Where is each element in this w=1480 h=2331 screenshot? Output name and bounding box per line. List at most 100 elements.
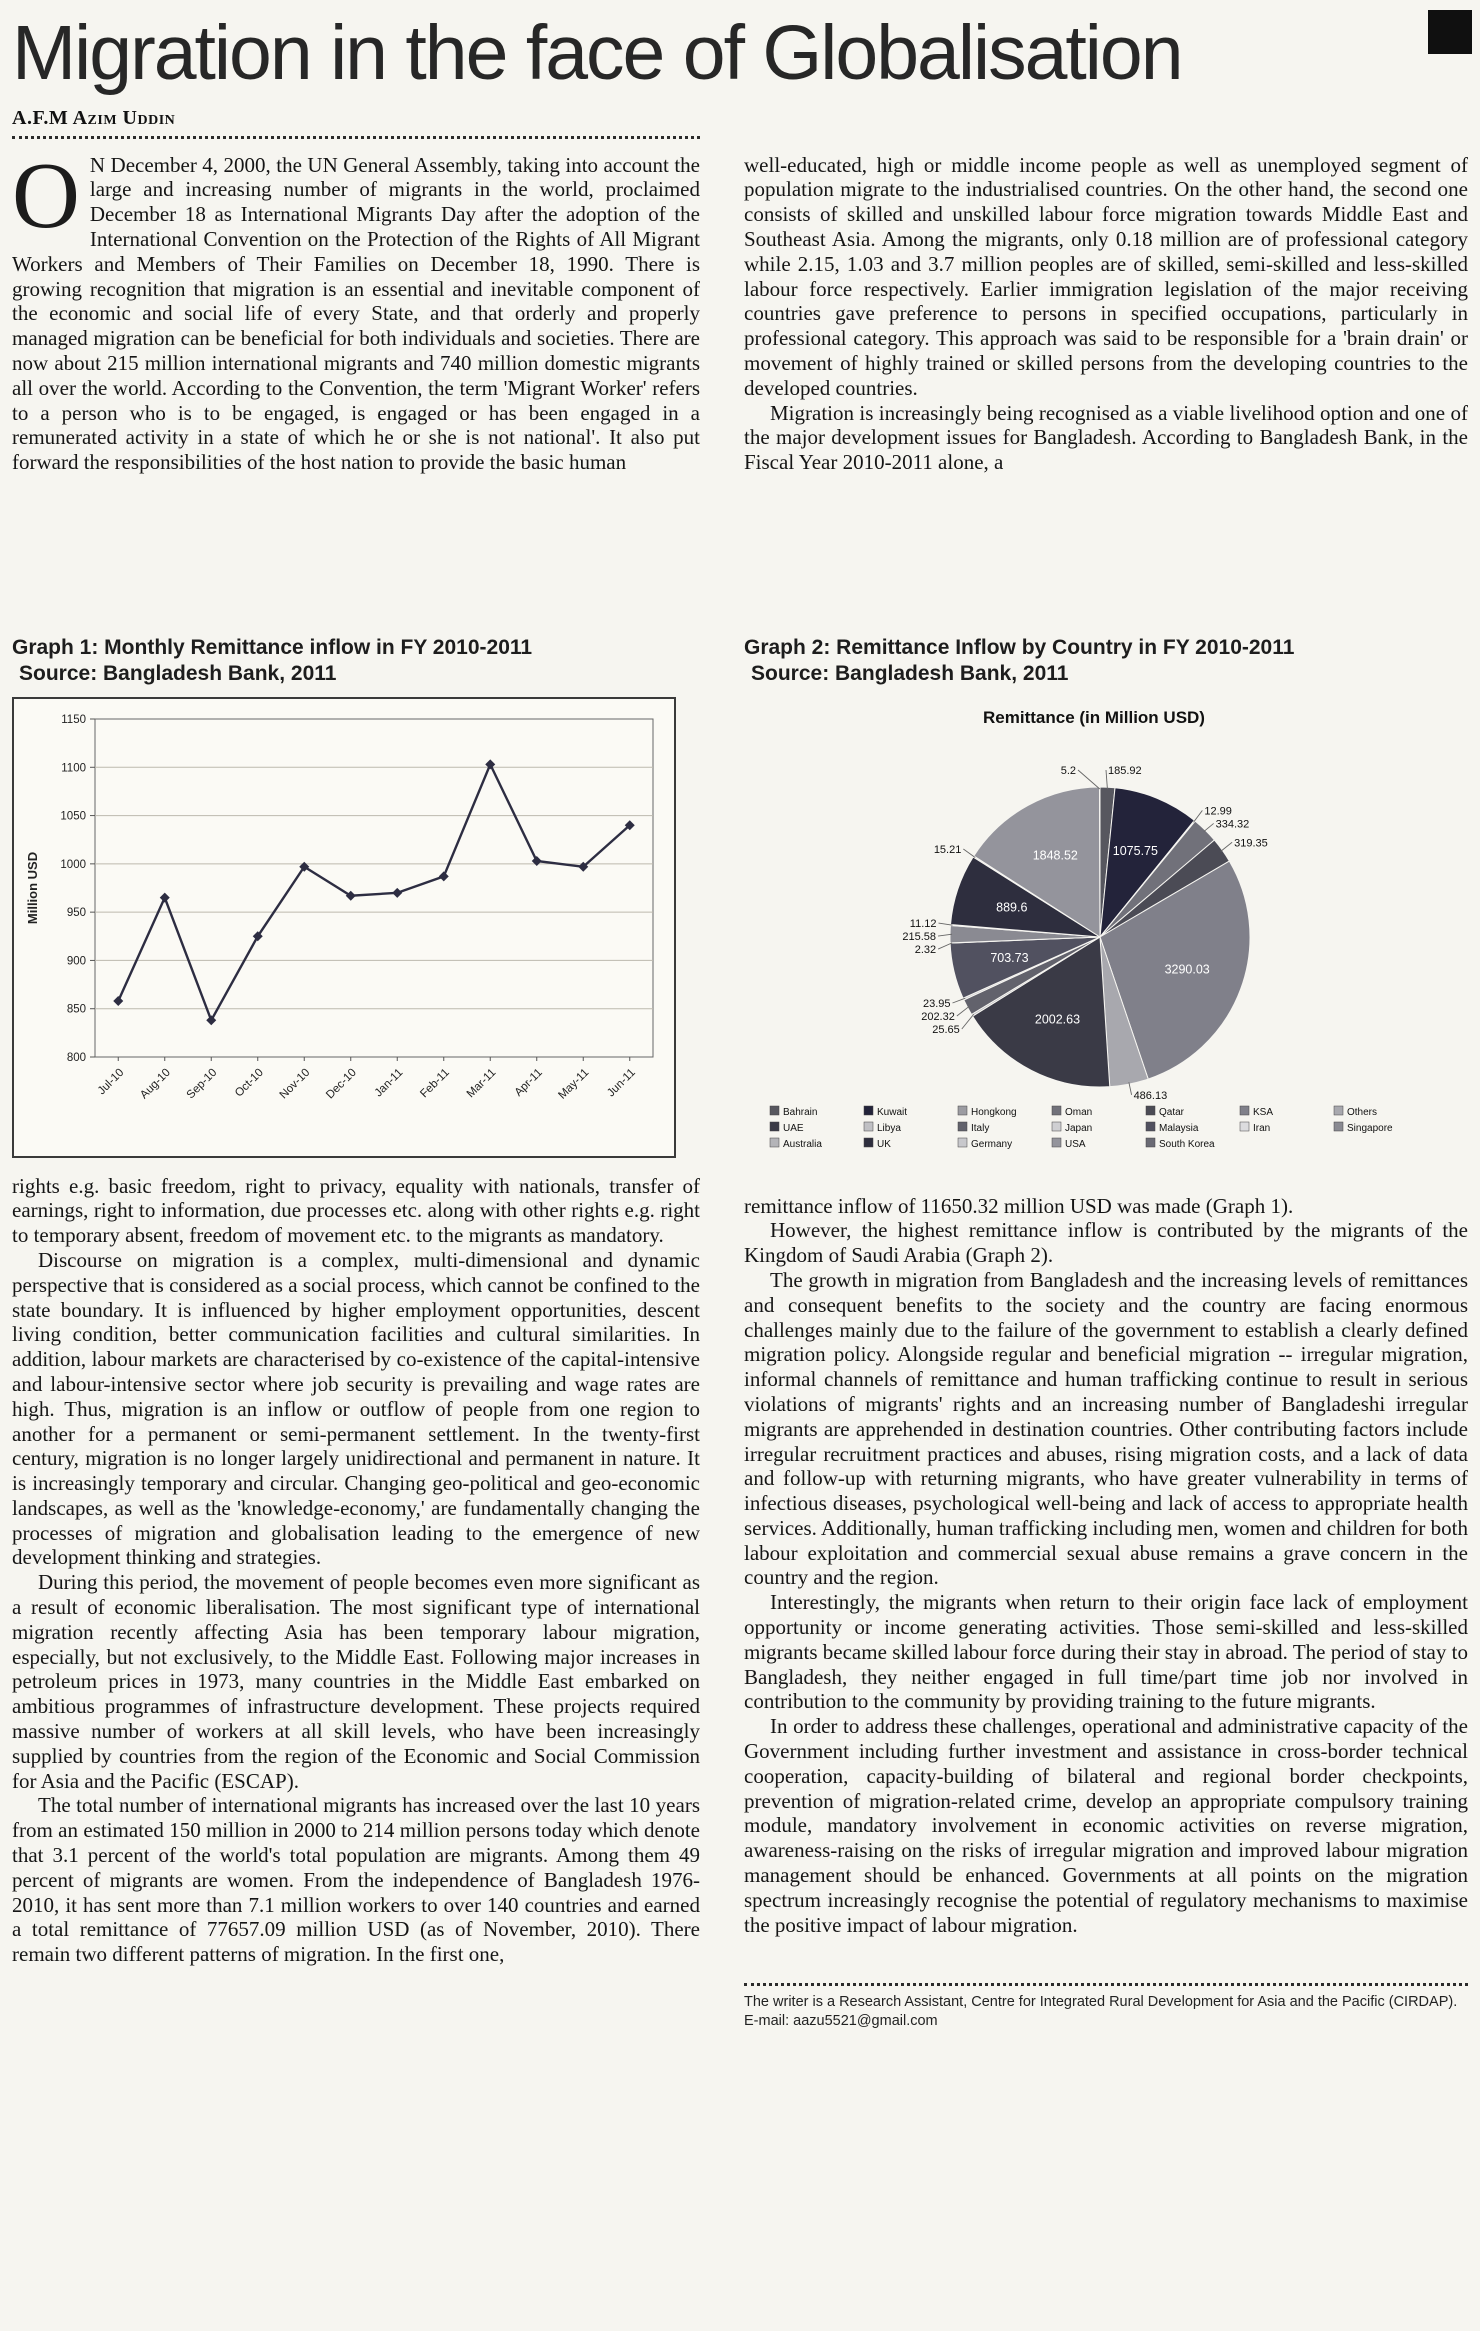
y-tick-label: 1150	[61, 714, 86, 726]
pie-slice-UAE	[971, 935, 1111, 1088]
legend-label: Others	[1347, 1107, 1377, 1118]
slice-value-label: 319.35	[1234, 837, 1268, 849]
legend-label: Kuwait	[877, 1107, 907, 1118]
data-point-marker	[113, 995, 124, 1006]
pie-chart-title: Remittance (in Million USD)	[983, 708, 1205, 727]
y-axis-title: Million USD	[25, 851, 40, 923]
data-point-marker	[299, 861, 310, 872]
plot-area	[94, 718, 654, 1058]
slice-value-label: 185.92	[1108, 765, 1142, 777]
x-tick-label: Jul-10	[96, 1066, 127, 1097]
legend-swatch	[1051, 1137, 1062, 1147]
legend-swatch	[1051, 1105, 1062, 1115]
slice-value-label: 703.73	[990, 951, 1028, 965]
y-tick-label: 1100	[61, 762, 86, 774]
paragraph: Migration is increasingly being recognis…	[744, 400, 1468, 475]
legend-label: Malaysia	[1159, 1123, 1199, 1134]
article-paragraphs-right: remittance inflow of 11650.32 million US…	[744, 1194, 1468, 1938]
legend-label: Japan	[1065, 1123, 1092, 1134]
legend-label: Bahrain	[783, 1107, 817, 1118]
corner-mark	[1428, 10, 1472, 54]
byline: A.F.M Azim Uddin	[12, 106, 176, 129]
slice-value-label: 2002.63	[1035, 1012, 1080, 1026]
remittance-by-country-pie-chart: Remittance (in Million USD) 1075.75 3290.0…	[744, 697, 1468, 1184]
x-tick-label: Mar-11	[465, 1066, 499, 1100]
graph2-caption-title: Graph 2: Remittance Inflow by Country in…	[744, 635, 1295, 659]
legend-swatch	[957, 1121, 968, 1131]
legend-label: USA	[1065, 1139, 1086, 1150]
y-tick-label: 900	[67, 955, 86, 967]
byline-divider	[12, 135, 700, 139]
y-tick-label: 800	[67, 1052, 86, 1064]
slice-value-label: 889.6	[996, 900, 1027, 914]
label-leader-line	[937, 933, 953, 937]
legend-label: Singapore	[1347, 1123, 1393, 1134]
legend-swatch	[863, 1105, 874, 1115]
data-point-marker	[345, 890, 356, 901]
label-leader-line	[1077, 769, 1101, 789]
slice-value-label: 486.13	[1134, 1089, 1168, 1101]
slice-value-label: 15.21	[934, 844, 962, 856]
legend-swatch	[1051, 1121, 1062, 1131]
author-footnote: The writer is a Research Assistant, Cent…	[744, 1986, 1468, 2031]
legend-swatch	[957, 1105, 968, 1115]
legend-swatch	[769, 1137, 780, 1147]
graph1-caption-title: Graph 1: Monthly Remittance inflow in FY…	[12, 635, 533, 659]
pie-chart-svg: Remittance (in Million USD) 1075.75 3290.0…	[769, 708, 1393, 1150]
footer-divider	[744, 1983, 1468, 1987]
legend-label: Germany	[971, 1139, 1012, 1150]
right-column: well-educated, high or middle income peo…	[744, 153, 1468, 2032]
data-point-marker	[392, 887, 403, 898]
paragraph: The total number of international migran…	[12, 1793, 700, 1967]
legend-swatch	[1239, 1121, 1250, 1131]
legend-label: UK	[877, 1139, 891, 1150]
x-tick-label: Dec-10	[324, 1066, 359, 1101]
pie-slice-USA	[973, 786, 1101, 938]
legend-swatch	[863, 1121, 874, 1131]
remittance-line-series	[117, 760, 631, 1023]
paragraph: During this period, the movement of peop…	[12, 1570, 700, 1793]
slice-value-label: 25.65	[932, 1024, 960, 1036]
monthly-remittance-line-chart: 800 850 900 950 1000 1050 1100 1150 Jul-10 Aug-10…	[12, 696, 676, 1158]
data-point-marker	[159, 892, 170, 903]
label-leader-line	[937, 942, 953, 949]
x-tick-label: May-11	[556, 1066, 591, 1101]
data-point-marker	[624, 819, 635, 830]
data-point-marker	[578, 861, 589, 872]
paragraph: rights e.g. basic freedom, right to priv…	[12, 1173, 700, 1248]
slice-value-label: 11.12	[910, 918, 937, 930]
paragraph: The growth in migration from Bangladesh …	[744, 1267, 1468, 1590]
slice-value-label: 5.2	[1061, 765, 1076, 777]
label-leader-line	[1193, 809, 1203, 823]
paragraph: remittance inflow of 11650.32 million US…	[744, 1193, 1294, 1218]
x-tick-label: Aug-10	[138, 1066, 173, 1101]
slice-value-label: 3290.03	[1165, 962, 1210, 976]
y-tick-label: 1050	[60, 810, 86, 822]
pie-slice-KSA	[1099, 859, 1251, 1080]
legend-label: Iran	[1253, 1123, 1270, 1134]
footer-email: E-mail: aazu5521@gmail.com	[744, 2013, 938, 2030]
footnote-text: The writer is a Research Assistant, Cent…	[744, 1994, 1458, 2011]
legend-label: Oman	[1065, 1107, 1092, 1118]
pie-slice-Kuwait	[1099, 786, 1196, 939]
legend-swatch	[863, 1137, 874, 1147]
graph2-caption: Graph 2: Remittance Inflow by Country in…	[744, 635, 1468, 687]
slice-value-label: 334.32	[1216, 818, 1250, 830]
label-leader-line	[1128, 1081, 1133, 1095]
x-tick-label: Oct-10	[233, 1066, 266, 1099]
label-leader-line	[1105, 769, 1108, 789]
legend-label: Qatar	[1159, 1107, 1185, 1118]
drop-cap: O	[12, 143, 80, 248]
x-tick-label: Sep-10	[185, 1066, 220, 1101]
label-leader-line	[956, 1005, 970, 1016]
legend-label: South Korea	[1159, 1139, 1215, 1150]
x-tick-label: Jan-11	[373, 1066, 406, 1099]
legend-swatch	[957, 1137, 968, 1147]
slice-value-label: 202.32	[921, 1011, 955, 1023]
legend-label: Hongkong	[971, 1107, 1017, 1118]
article-paragraphs-left: rights e.g. basic freedom, right to priv…	[12, 1174, 700, 1968]
